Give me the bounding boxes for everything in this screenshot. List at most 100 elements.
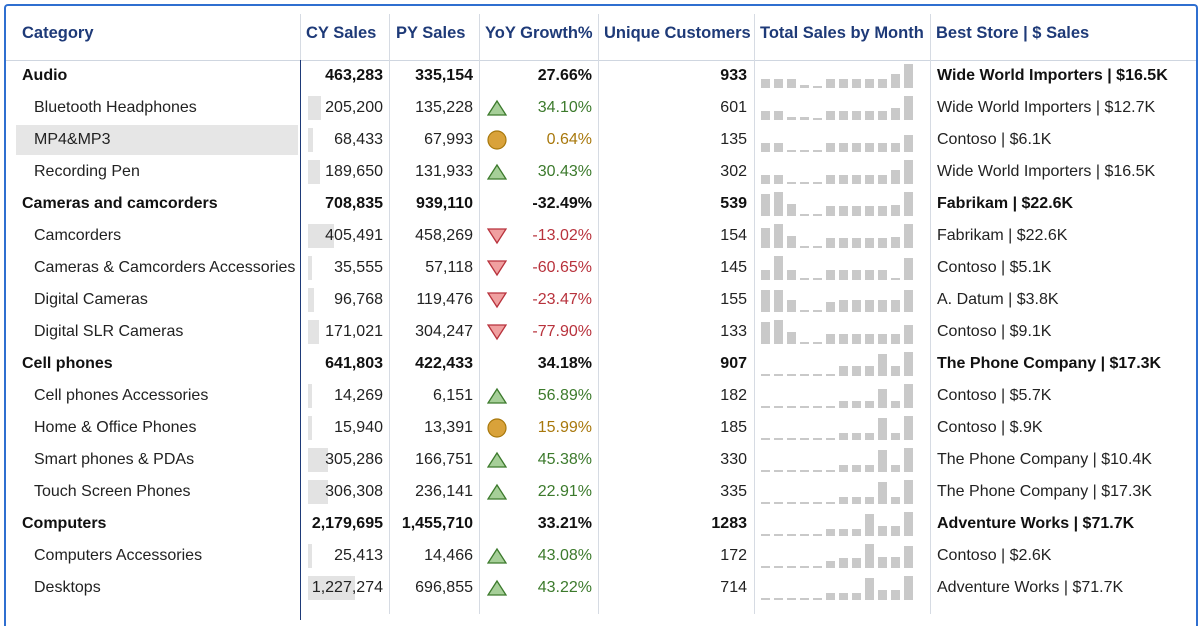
table-row[interactable]: Smart phones & PDAs 305,286 166,751 45.38% 3… [6,444,1196,476]
cy-sales-databar [308,544,312,568]
triangle-up-icon [487,483,507,500]
sparkline-bar [787,182,796,184]
category-label[interactable]: Touch Screen Phones [34,483,191,500]
header-unique-customers[interactable]: Unique Customers [604,24,751,42]
sparkline-bar [800,566,809,568]
sparkline-bar [878,206,887,216]
sparkline-bar [891,108,900,120]
sparkline-bar [826,374,835,376]
sparkline-bar [787,438,796,440]
table-row[interactable]: Digital Cameras 96,768 119,476 -23.47% 155 A.… [6,284,1196,316]
category-label[interactable]: Desktops [34,579,101,596]
sparkline-bar [891,557,900,568]
sparkline-bar [904,224,913,248]
category-label[interactable]: Cell phones [22,355,113,372]
unique-customers-value: 714 [720,579,747,596]
header-category[interactable]: Category [22,24,94,42]
sparkline-bar [826,502,835,504]
table-row[interactable]: MP4&MP3 68,433 67,993 0.64% 135 Contoso | $6.… [6,124,1196,156]
category-label[interactable]: Cameras & Camcorders Accessories [34,259,296,276]
best-store-value: Wide World Importers | $12.7K [937,99,1156,116]
sparkline-bar [761,470,770,472]
unique-customers-value: 185 [720,419,747,436]
table-row[interactable]: Cameras & Camcorders Accessories 35,555 57… [6,252,1196,284]
py-sales-value: 422,433 [415,355,473,372]
sparkline-bar [813,534,822,536]
table-row[interactable]: Digital SLR Cameras 171,021 304,247 -77.90%… [6,316,1196,348]
best-store-value: Contoso | $5.1K [937,259,1052,276]
sales-sparkline [761,352,923,376]
sparkline-bar [852,465,861,472]
sparkline-bar [904,258,913,280]
yoy-growth-value: -77.90% [532,323,592,340]
category-group-row[interactable]: Audio 463,283 335,154 27.66% 933 Wide World I… [6,60,1196,92]
category-label[interactable]: Audio [22,67,68,84]
category-group-row[interactable]: Cameras and camcorders 708,835 939,110 -32.… [6,188,1196,220]
cy-sales-value: 205,200 [325,99,383,116]
cy-sales-value: 405,491 [325,227,383,244]
category-label[interactable]: Home & Office Phones [34,419,197,436]
sparkline-bar [904,448,913,472]
sparkline-bar [865,465,874,472]
header-yoy-growth[interactable]: YoY Growth% [485,24,593,42]
cy-sales-databar [308,288,314,312]
sparkline-bar [904,480,913,504]
sparkline-bar [839,465,848,472]
table-row[interactable]: Touch Screen Phones 306,308 236,141 22.91% 3… [6,476,1196,508]
category-label[interactable]: Cameras and camcorders [22,195,218,212]
category-label[interactable]: Digital SLR Cameras [34,323,184,340]
cy-sales-databar [308,384,312,408]
best-store-value: Fabrikam | $22.6K [937,195,1074,212]
category-group-row[interactable]: Computers 2,179,695 1,455,710 33.21% 1283 Adv… [6,508,1196,540]
cy-sales-value: 463,283 [325,67,383,84]
sparkline-bar [800,182,809,184]
category-label[interactable]: Camcorders [34,227,122,244]
header-cy-sales[interactable]: CY Sales [306,24,377,42]
sparkline-bar [787,117,796,120]
category-label[interactable]: Smart phones & PDAs [34,451,195,468]
header-total-sales-by-month[interactable]: Total Sales by Month [760,24,924,42]
sparkline-bar [787,502,796,504]
sparkline-bar [839,366,848,376]
cy-sales-value: 641,803 [325,355,383,372]
sparkline-bar [774,374,783,376]
sparkline-bar [774,111,783,120]
table-row[interactable]: Desktops 1,227,274 696,855 43.22% 714 Adventu… [6,572,1196,604]
sparkline-bar [839,300,848,312]
category-label[interactable]: MP4&MP3 [34,131,111,148]
category-group-row[interactable]: Cell phones 641,803 422,433 34.18% 907 The Ph… [6,348,1196,380]
sparkline-bar [826,470,835,472]
cy-sales-value: 306,308 [325,483,383,500]
category-label[interactable]: Computers Accessories [34,547,203,564]
header-py-sales[interactable]: PY Sales [396,24,466,42]
sparkline-bar [878,557,887,568]
sparkline-bar [878,270,887,280]
category-label[interactable]: Computers [22,515,107,532]
sparkline-bar [904,325,913,344]
sparkline-bar [826,529,835,536]
sparkline-bar [878,418,887,440]
sparkline-bar [891,433,900,440]
header-best-store[interactable]: Best Store | $ Sales [936,24,1090,42]
sparkline-bar [826,238,835,248]
sparkline-bar [761,406,770,408]
sparkline-bar [904,96,913,120]
sparkline-bar [865,270,874,280]
sparkline-bar [800,438,809,440]
table-row[interactable]: Computers Accessories 25,413 14,466 43.08% 1… [6,540,1196,572]
category-label[interactable]: Recording Pen [34,163,140,180]
unique-customers-value: 933 [720,67,747,84]
table-row[interactable]: Recording Pen 189,650 131,933 30.43% 302 Wide… [6,156,1196,188]
sparkline-bar [839,79,848,88]
category-label[interactable]: Digital Cameras [34,291,148,308]
cy-sales-value: 2,179,695 [311,515,383,532]
table-row[interactable]: Cell phones Accessories 14,269 6,151 56.89%… [6,380,1196,412]
category-label[interactable]: Cell phones Accessories [34,387,209,404]
sparkline-bar [865,175,874,184]
category-label[interactable]: Bluetooth Headphones [34,99,197,116]
sparkline-bar [878,482,887,504]
table-row[interactable]: Camcorders 405,491 458,269 -13.02% 154 Fabrik… [6,220,1196,252]
table-row[interactable]: Home & Office Phones 15,940 13,391 15.99% 18… [6,412,1196,444]
table-row[interactable]: Bluetooth Headphones 205,200 135,228 34.10%… [6,92,1196,124]
sparkline-bar [761,194,770,216]
